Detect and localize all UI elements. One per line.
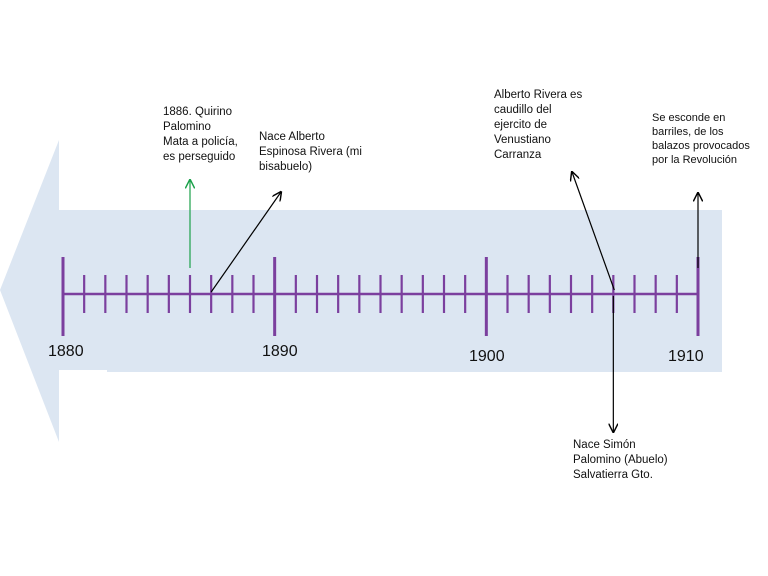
year-label-1890: 1890 xyxy=(262,343,298,360)
event-note-alberto-espinosa: Nace Alberto Espinosa Rivera (mi bisabue… xyxy=(259,131,362,173)
background-arrow-shape xyxy=(0,140,722,442)
event-pointers xyxy=(190,172,698,432)
year-label-1910: 1910 xyxy=(668,348,704,365)
event-note-se-esconde: Se esconde en barriles, de los balazos p… xyxy=(652,112,750,166)
pointer-alberto-espinosa xyxy=(210,192,281,293)
event-note-simon: Nace Simón Palomino (Abuelo) Salvatierra… xyxy=(573,439,668,481)
event-note-alberto-caudillo: Alberto Rivera es caudillo del ejercito … xyxy=(494,89,583,161)
event-note-quirino: 1886. Quirino Palomino Mata a policía, e… xyxy=(163,106,238,163)
year-label-1880: 1880 xyxy=(48,343,84,360)
pointer-alberto-caudillo xyxy=(572,172,615,291)
year-label-1900: 1900 xyxy=(469,348,505,365)
